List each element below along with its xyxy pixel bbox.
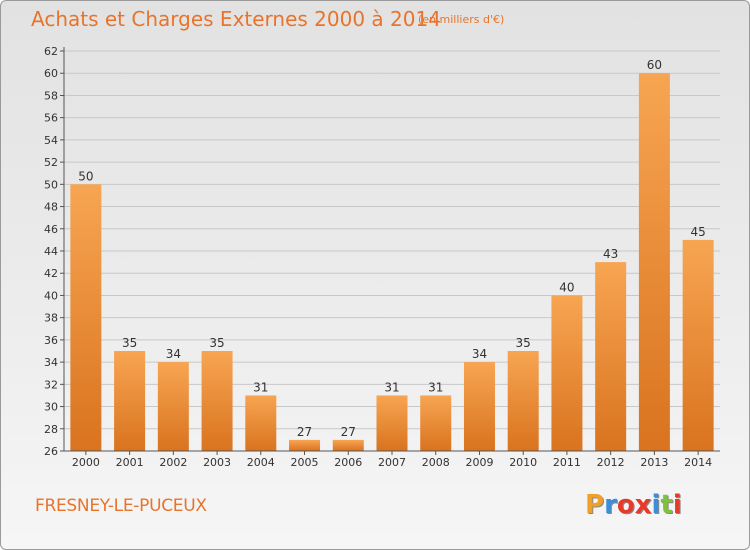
x-tick-label: 2013 (640, 456, 668, 469)
bar-2010 (507, 351, 539, 451)
x-tick-label: 2007 (378, 456, 406, 469)
data-label: 34 (472, 347, 487, 361)
y-tick-label: 46 (44, 223, 58, 236)
data-label: 31 (384, 380, 399, 394)
logo-letter: x (634, 490, 652, 520)
x-tick-label: 2009 (465, 456, 493, 469)
y-tick-label: 50 (44, 178, 58, 191)
y-tick-label: 42 (44, 267, 58, 280)
y-tick-label: 52 (44, 156, 58, 169)
logo-letter: o (616, 490, 635, 520)
bar-2004 (245, 395, 277, 451)
bar-2002 (157, 362, 189, 451)
data-label: 34 (166, 347, 181, 361)
bar-2001 (114, 351, 146, 451)
bar-2007 (376, 395, 408, 451)
y-tick-label: 36 (44, 334, 58, 347)
y-tick-label: 26 (44, 445, 58, 458)
chart-subtitle: (en milliers d'€) (418, 13, 505, 26)
proxiti-logo: Proxiti (585, 490, 682, 520)
data-label: 27 (297, 425, 312, 439)
data-label: 45 (690, 225, 705, 239)
logo-letter: i (672, 490, 682, 520)
data-label: 35 (209, 336, 224, 350)
x-tick-label: 2010 (509, 456, 537, 469)
data-label: 31 (428, 380, 443, 394)
axes (60, 47, 720, 455)
bars (70, 73, 714, 452)
bar-2006 (332, 439, 364, 451)
y-tick-label: 32 (44, 378, 58, 391)
x-tick-label: 2008 (422, 456, 450, 469)
bar-2011 (551, 295, 583, 451)
x-tick-label: 2002 (159, 456, 187, 469)
data-label: 43 (603, 247, 618, 261)
y-tick-label: 44 (44, 245, 58, 258)
x-tick-label: 2006 (334, 456, 362, 469)
x-tick-label: 2004 (247, 456, 275, 469)
x-tick-label: 2000 (72, 456, 100, 469)
data-label: 35 (516, 336, 531, 350)
y-tick-label: 54 (44, 134, 58, 147)
y-tick-label: 28 (44, 423, 58, 436)
data-label: 35 (122, 336, 137, 350)
y-tick-label: 62 (44, 45, 58, 58)
bar-2005 (289, 439, 321, 451)
y-tick-label: 40 (44, 289, 58, 302)
x-tick-label: 2011 (553, 456, 581, 469)
bar-2013 (638, 73, 670, 451)
x-tick-labels: 2000 2001 2002 2003 2004 2005 2006 2007 2008 2009… (72, 456, 712, 469)
x-tick-label: 2001 (116, 456, 144, 469)
bar-2000 (70, 184, 102, 452)
chart-title: Achats et Charges Externes 2000 à 2014 (31, 7, 441, 31)
y-tick-labels: 26 28 30 32 34 36 38 40 42 44 46 48 50 52 54 56 58 60 62 (44, 45, 58, 458)
bar-chart: 26 28 30 32 34 36 38 40 42 44 46 48 50 52 54 56 58 60 62 2… (44, 45, 720, 469)
x-tick-label: 2003 (203, 456, 231, 469)
data-label: 50 (78, 169, 93, 183)
y-tick-label: 30 (44, 401, 58, 414)
y-tick-label: 58 (44, 89, 58, 102)
bar-2014 (682, 239, 714, 451)
bar-2008 (420, 395, 452, 451)
logo-letter: P (585, 490, 605, 520)
bar-2009 (463, 362, 495, 451)
data-label: 40 (559, 280, 574, 294)
data-label: 27 (341, 425, 356, 439)
data-label: 31 (253, 380, 268, 394)
logo-letter: t (660, 490, 673, 520)
y-tick-label: 56 (44, 112, 58, 125)
x-tick-label: 2012 (597, 456, 625, 469)
logo-letter: r (604, 490, 617, 520)
commune-name: FRESNEY-LE-PUCEUX (35, 496, 207, 516)
logo-letter: i (651, 490, 661, 520)
bar-2003 (201, 351, 233, 451)
y-tick-label: 34 (44, 356, 58, 369)
data-label: 60 (647, 58, 662, 72)
y-tick-label: 38 (44, 312, 58, 325)
data-labels: 50 35 34 35 31 27 27 31 31 34 35 40 43 60 45 (78, 58, 706, 439)
y-tick-label: 60 (44, 67, 58, 80)
bar-2012 (595, 262, 627, 451)
x-tick-label: 2014 (684, 456, 712, 469)
x-tick-label: 2005 (291, 456, 319, 469)
y-tick-label: 48 (44, 201, 58, 214)
